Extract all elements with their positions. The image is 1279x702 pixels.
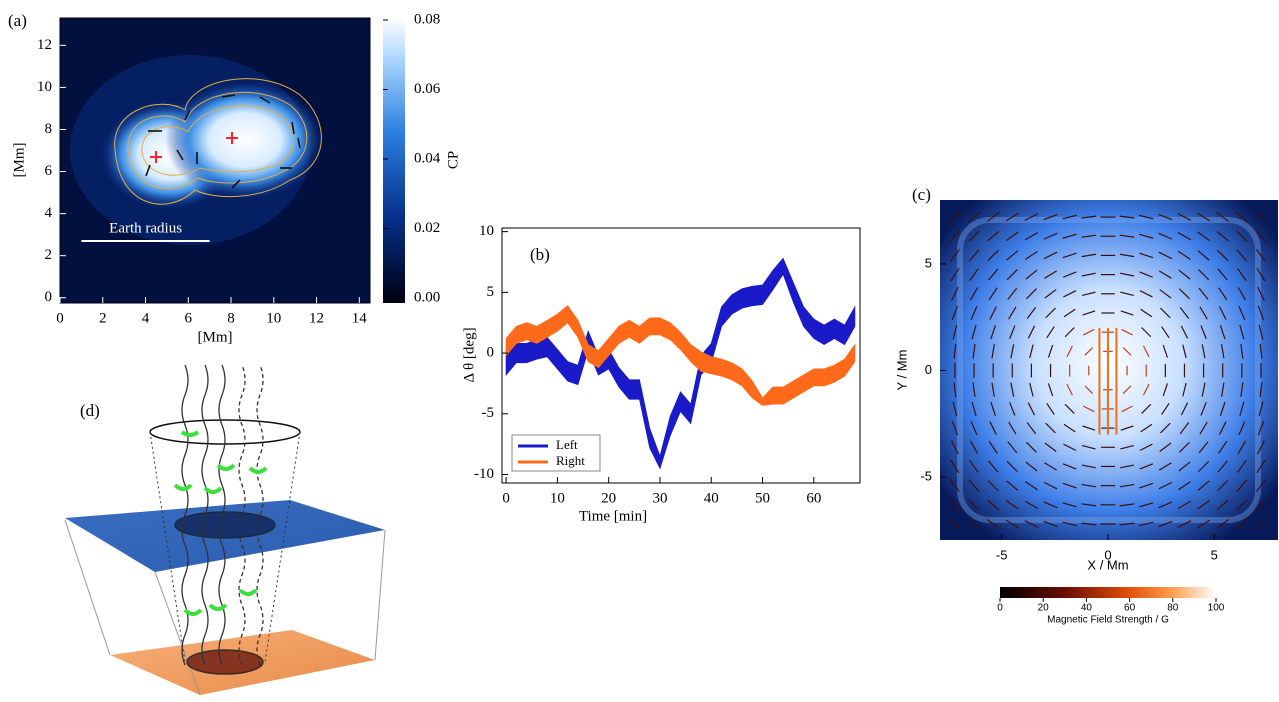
y-tick-label: 0 [487,345,495,361]
colorbar-label: Magnetic Field Strength / G [1047,615,1169,626]
y-tick-label: -5 [482,405,495,421]
colorbar-tick-label: 0.08 [414,11,440,27]
y-tick-label: 0 [925,362,932,377]
colorbar-tick-label: 60 [1124,603,1136,614]
colorbar-tick-label: 0.04 [414,150,441,166]
y-tick-label: 5 [487,284,495,300]
field-background [940,200,1278,540]
y-axis-label: Y / Mm [894,350,909,391]
x-tick-label: 6 [185,310,193,326]
y-tick-label: 4 [45,205,53,221]
y-tick-label: 0 [45,289,53,305]
x-tick-label: 4 [142,310,150,326]
x-tick-label: 0 [56,310,64,326]
colorbar-tick-label: 0.02 [414,220,440,236]
y-tick-label: 5 [925,255,932,270]
panel-label: (a) [8,11,27,30]
colorbar-tick-label: 0 [997,603,1003,614]
box-edge [375,530,385,660]
x-tick-label: 10 [550,490,565,506]
x-tick-label: 20 [601,490,616,506]
colorbar-tick-label: 0.00 [414,289,440,305]
x-tick-label: 2 [99,310,107,326]
footpoint [187,650,263,674]
y-tick-label: -10 [474,466,494,482]
panel: LeftRight 0 10 20 30 40 50 60 -10 -5 0 5 10 Time [min… [461,223,860,524]
y-tick-label: 6 [45,163,53,179]
y-tick-label: 8 [45,121,53,137]
panel-a-image [60,18,405,303]
legend-label: Right [556,453,585,468]
colorbar-tick-label: 40 [1081,603,1093,614]
colorbar-tick-label: 0.06 [414,81,441,97]
x-tick-label: 14 [352,310,368,326]
colorbar-tick-label: 80 [1167,603,1179,614]
annotation: Earth radius [109,220,182,236]
x-tick-label: 10 [266,310,281,326]
colorbar-tick-label: 20 [1038,603,1050,614]
panel-label: (c) [912,185,931,204]
panel-label: (b) [530,245,550,264]
y-tick-label: 12 [37,37,52,53]
colorbar [383,18,405,303]
x-tick-label: 0 [502,490,510,506]
x-tick-label: 5 [1211,547,1218,562]
footpoint [175,512,275,538]
figure: Earth radius 0.00 0.02 0.04 0.06 0.08 CP 0 2 4 6 8 1… [0,0,1279,702]
panel-label: (d) [80,401,100,420]
y-tick-label: 10 [479,223,494,239]
panel-d-diagram [65,365,385,695]
x-tick-label: 50 [755,490,770,506]
y-tick-label: 2 [45,247,53,263]
x-tick-label: 8 [227,310,235,326]
x-tick-label: 30 [652,490,667,506]
x-axis-label: X / Mm [1087,557,1128,572]
y-tick-label: 10 [37,79,52,95]
legend-label: Left [556,437,578,452]
x-axis-label: Time [min] [579,508,647,524]
x-tick-label: 60 [806,490,821,506]
x-tick-label: 12 [309,310,324,326]
y-axis-label: Δ θ [deg] [461,327,477,382]
y-tick-label: -5 [920,469,932,484]
colorbar [1000,587,1216,598]
x-tick-label: -5 [996,547,1008,562]
colorbar-label: CP [445,151,461,169]
x-axis-label: [Mm] [198,329,233,345]
y-axis-label: [Mm] [11,143,27,178]
x-tick-label: 40 [704,490,719,506]
colorbar-tick-label: 100 [1208,603,1225,614]
